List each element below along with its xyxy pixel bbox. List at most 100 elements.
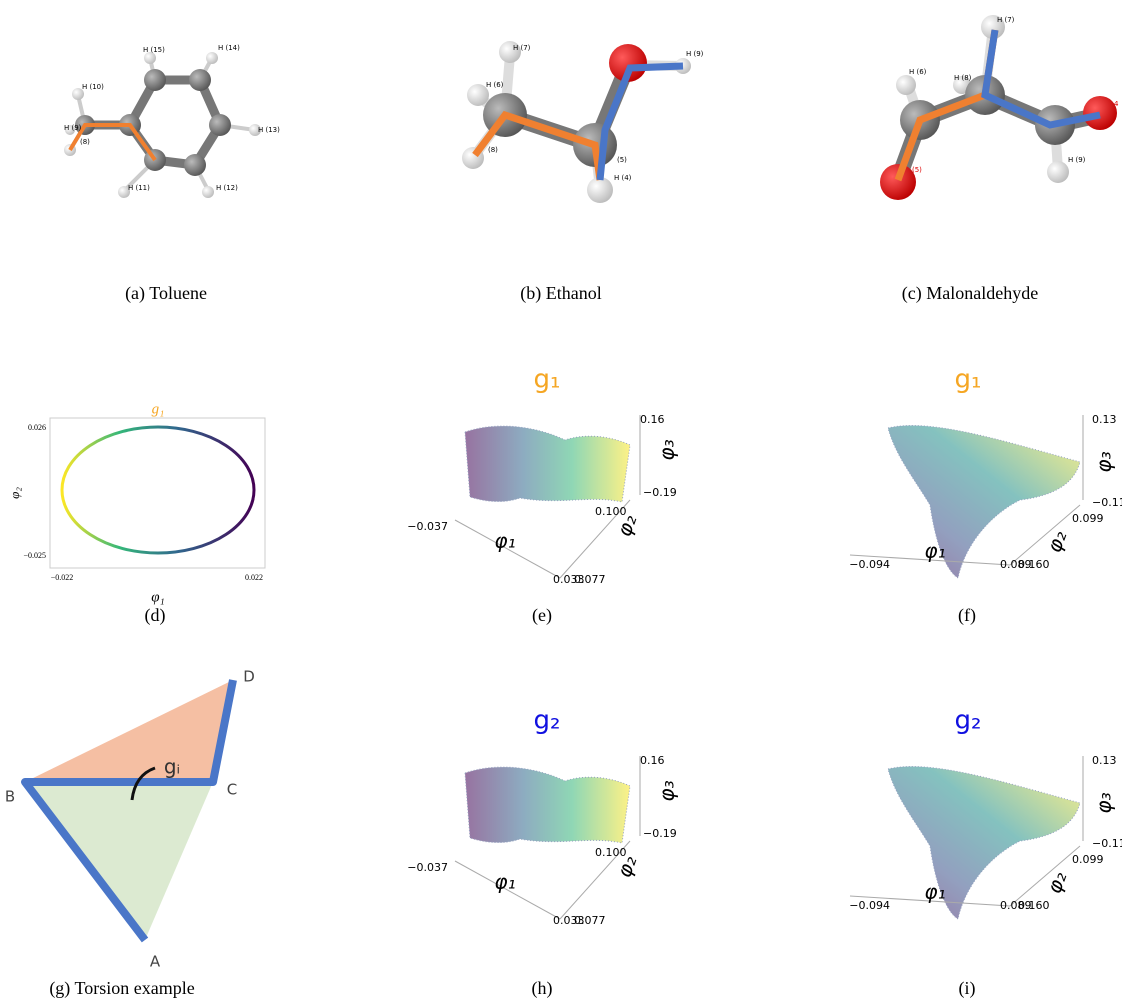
axis-line: [454, 519, 561, 579]
axis-label: φ₂: [1042, 527, 1072, 555]
axis-line: [1009, 845, 1081, 907]
atom-label: H (10): [82, 83, 104, 91]
atom-label: (5): [617, 156, 627, 164]
axis-label: φ₃: [1092, 792, 1116, 813]
ethanol: H (7) H (6) (8) (5) H (4) H (9): [462, 41, 704, 203]
point-cloud: [464, 766, 631, 844]
atom-label: 4: [1114, 100, 1119, 108]
plot-title: g₁: [955, 365, 982, 395]
tick-label: 0.099: [1072, 853, 1104, 866]
axis-line: [559, 840, 631, 920]
tick-label: −0.11: [1092, 837, 1122, 850]
atom-label: H (13): [258, 126, 280, 134]
atom-label: (8): [80, 138, 90, 146]
plot-title: g₂: [955, 706, 982, 736]
plot-title: g₂: [534, 706, 561, 736]
caption: (i): [959, 978, 976, 999]
atom-label: H (15): [143, 46, 165, 54]
axis-label: φ₃: [655, 780, 679, 801]
tick-label: 0.100: [595, 846, 627, 859]
torsion-diagram: A B C D gᵢ: [5, 668, 255, 971]
embedding-2d: g₁ 0.026 −0.025 −0.022 0.022 φ₁ φ₂: [7, 401, 266, 605]
y-tick-label: −0.025: [23, 551, 46, 560]
malonaldehyde: H (7) H (6) H (8) (5) 4 H (9): [880, 15, 1119, 200]
toluene: H (15) H (14) H (10) H (9) (8) H (13) H …: [64, 44, 280, 198]
tick-label: 0.160: [1018, 558, 1050, 571]
tick-label: −0.11: [1092, 496, 1122, 509]
caption: (h): [532, 978, 553, 999]
x-tick-label: 0.022: [245, 573, 263, 582]
vertex-label: A: [150, 953, 161, 971]
atom-label: H (7): [513, 44, 531, 52]
tick-label: −0.037: [407, 520, 448, 533]
tick-label: 0.077: [574, 914, 606, 927]
y-axis-label: φ₂: [7, 487, 22, 499]
caption: (g) Torsion example: [49, 978, 194, 999]
plot-title: g₁: [152, 401, 165, 417]
tick-label: −0.19: [643, 827, 677, 840]
atom-label: H (6): [909, 68, 927, 76]
axis-label: φ₃: [655, 439, 679, 460]
axis-line: [559, 499, 631, 579]
point-cloud: [464, 425, 631, 503]
vertex-label: C: [227, 781, 237, 799]
caption: (d): [145, 605, 166, 626]
axis-line: [849, 895, 1011, 907]
axis-label: φ₃: [1092, 451, 1116, 472]
x-axis-label: φ₁: [151, 589, 165, 605]
axis-label: φ₁: [924, 880, 945, 904]
y-tick-label: 0.026: [28, 423, 46, 432]
atom-label: H (7): [997, 16, 1015, 24]
axis-line: [849, 554, 1011, 566]
axis-label: φ₁: [494, 529, 515, 553]
caption: (b) Ethanol: [520, 283, 601, 304]
axis-line: [1009, 504, 1081, 566]
tick-label: 0.033: [553, 914, 585, 927]
plot-title: g₁: [534, 365, 561, 395]
tick-label: 0.160: [1018, 899, 1050, 912]
tick-label: 0.16: [640, 754, 665, 767]
point-cloud: [887, 766, 1081, 920]
x-tick-label: −0.022: [51, 573, 74, 582]
tick-label: 0.077: [574, 573, 606, 586]
atom-label: H (6): [486, 81, 504, 89]
atom-label: H (14): [218, 44, 240, 52]
axis-line: [454, 860, 561, 920]
atom-label: H (8): [954, 74, 972, 82]
atom-label: H (11): [128, 184, 150, 192]
caption: (e): [532, 605, 552, 626]
atom-label: (5): [912, 166, 922, 174]
atom-label: H (9): [686, 50, 704, 58]
tick-label: −0.037: [407, 861, 448, 874]
tick-label: 0.089: [1000, 899, 1032, 912]
tick-label: −0.094: [849, 558, 890, 571]
tick-label: 0.16: [640, 413, 665, 426]
tick-label: −0.19: [643, 486, 677, 499]
atom-label: H (4): [614, 174, 632, 182]
axis-label: φ₁: [924, 539, 945, 563]
tick-label: 0.13: [1092, 754, 1117, 767]
tick-label: 0.033: [553, 573, 585, 586]
vertex-label: B: [5, 788, 15, 806]
vertex-label: D: [243, 668, 255, 686]
tick-label: 0.13: [1092, 413, 1117, 426]
atom-label: H (12): [216, 184, 238, 192]
atom-label: H (9): [1068, 156, 1086, 164]
caption: (c) Malonaldehyde: [902, 283, 1038, 304]
axis-label: φ₂: [1042, 868, 1072, 896]
caption: (f): [958, 605, 976, 626]
tick-label: 0.100: [595, 505, 627, 518]
point-cloud: [887, 425, 1081, 579]
axis-label: φ₁: [494, 870, 515, 894]
tick-label: 0.089: [1000, 558, 1032, 571]
atom-label: (8): [488, 146, 498, 154]
caption: (a) Toluene: [125, 283, 207, 304]
angle-label: gᵢ: [164, 755, 180, 779]
tick-label: 0.099: [1072, 512, 1104, 525]
atom-label: H (9): [64, 124, 82, 132]
